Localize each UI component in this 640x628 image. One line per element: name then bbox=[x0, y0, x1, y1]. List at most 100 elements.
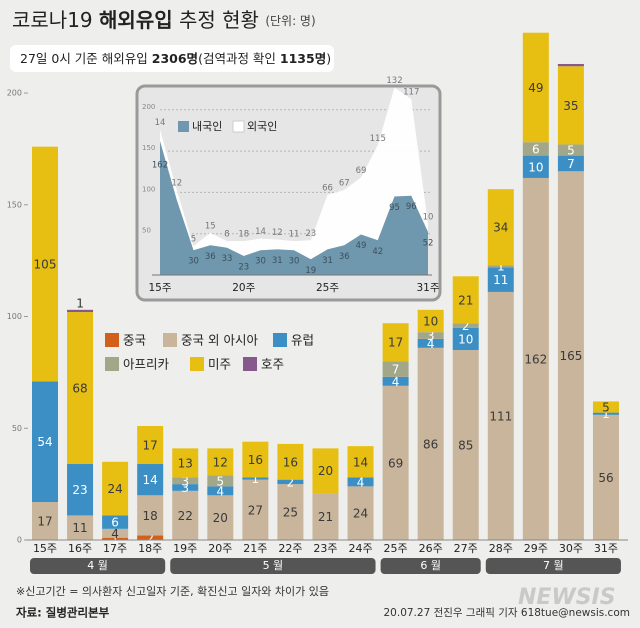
bar-segment bbox=[102, 528, 129, 538]
value-label: 31 bbox=[272, 256, 283, 266]
value-label: 8 bbox=[224, 230, 229, 240]
bar-segment bbox=[137, 426, 164, 465]
legend-swatch bbox=[232, 120, 245, 133]
subtitle-box bbox=[10, 45, 334, 72]
bar-segment bbox=[172, 484, 199, 491]
bar-segment bbox=[452, 327, 479, 351]
month-band bbox=[170, 558, 376, 574]
month-band bbox=[485, 558, 621, 574]
bar-segment bbox=[487, 265, 514, 268]
value-label: 115 bbox=[370, 134, 386, 144]
value-label: 1 bbox=[76, 296, 84, 310]
x-tick-label: 31주 bbox=[416, 282, 439, 294]
legend-label: 내국인 bbox=[192, 120, 222, 133]
value-label: 18 bbox=[238, 230, 249, 240]
value-label: 16 bbox=[283, 455, 298, 469]
bar-segment bbox=[67, 515, 94, 540]
x-tick-label: 29주 bbox=[524, 542, 548, 555]
value-label: 10 bbox=[423, 314, 438, 328]
value-label: 49 bbox=[528, 81, 543, 95]
value-label: 2 bbox=[462, 319, 470, 333]
legend-label: 외국인 bbox=[247, 120, 277, 133]
value-label: 105 bbox=[34, 258, 57, 272]
bar-segment bbox=[312, 493, 339, 540]
value-label: 20 bbox=[318, 464, 333, 478]
value-label: 6 bbox=[111, 516, 119, 530]
value-label: 20 bbox=[213, 511, 228, 525]
value-label: 69 bbox=[356, 166, 367, 176]
value-label: 27 bbox=[248, 503, 263, 517]
month-band bbox=[380, 558, 481, 574]
bar-segment bbox=[67, 309, 94, 313]
value-label: 12 bbox=[213, 455, 228, 469]
bar-segment bbox=[102, 515, 129, 529]
bar-segment bbox=[487, 291, 514, 540]
x-tick-label: 20주 bbox=[208, 542, 232, 555]
month-label: 5 월 bbox=[263, 559, 284, 572]
bar-segment bbox=[557, 171, 584, 540]
bar-segment bbox=[347, 486, 374, 540]
bar-segment bbox=[67, 312, 94, 465]
bar-segment bbox=[452, 350, 479, 540]
bar-segment bbox=[382, 323, 409, 362]
value-label: 5 bbox=[191, 235, 196, 245]
value-label: 21 bbox=[318, 510, 333, 524]
x-tick-label: 19주 bbox=[173, 542, 197, 555]
value-label: 17 bbox=[388, 336, 403, 350]
y-tick-label: 50 bbox=[142, 227, 151, 235]
bar-segment bbox=[207, 448, 234, 476]
value-label: 96 bbox=[406, 202, 417, 212]
value-label: 54 bbox=[37, 435, 52, 449]
value-label: 52 bbox=[423, 239, 434, 249]
bar-segment bbox=[522, 142, 549, 156]
bar-segment bbox=[172, 448, 199, 478]
value-label: 19 bbox=[305, 266, 316, 276]
value-label: 5 bbox=[216, 474, 224, 488]
bar-segment bbox=[277, 443, 304, 480]
area bbox=[160, 87, 428, 260]
x-tick-label: 25주 bbox=[384, 542, 408, 555]
subtitle-bold: 1135명 bbox=[280, 51, 326, 66]
bar-segment bbox=[382, 361, 409, 377]
value-label: 56 bbox=[598, 471, 613, 485]
legend-label: 유럽 bbox=[291, 333, 314, 348]
value-label: 4 bbox=[216, 484, 224, 498]
value-label: 24 bbox=[107, 482, 122, 496]
value-label: 14 bbox=[353, 455, 368, 469]
bar-segment bbox=[242, 477, 269, 480]
bar-segment bbox=[137, 464, 164, 496]
x-tick-label: 30주 bbox=[559, 542, 583, 555]
value-label: 25 bbox=[283, 506, 298, 520]
bar-segment bbox=[172, 490, 199, 540]
value-label: 111 bbox=[489, 409, 512, 423]
value-label: 7 bbox=[392, 363, 400, 377]
legend-swatch bbox=[163, 333, 177, 347]
bar-segment bbox=[32, 381, 58, 503]
value-label: 18 bbox=[143, 509, 158, 523]
value-label: 12 bbox=[171, 178, 182, 188]
value-label: 4 bbox=[392, 375, 400, 389]
legend-label: 중국 bbox=[123, 333, 146, 348]
x-tick-label: 15주 bbox=[33, 542, 57, 555]
x-tick-label: 31주 bbox=[594, 542, 618, 555]
title-bold: 해외유입 bbox=[99, 8, 173, 32]
area bbox=[160, 141, 428, 275]
bar-segment bbox=[172, 477, 199, 485]
value-label: 17 bbox=[37, 515, 52, 529]
value-label: 162 bbox=[152, 161, 168, 171]
value-label: 68 bbox=[72, 382, 87, 396]
value-label: 33 bbox=[222, 254, 233, 264]
value-label: 31 bbox=[322, 256, 333, 266]
legend-swatch bbox=[105, 333, 119, 347]
bar-segment bbox=[207, 475, 234, 487]
value-label: 49 bbox=[356, 241, 367, 251]
value-label: 14 bbox=[255, 227, 266, 237]
value-label: 3 bbox=[181, 481, 189, 495]
bar-segment bbox=[67, 464, 94, 516]
bar-segment bbox=[487, 267, 514, 292]
value-label: 21 bbox=[458, 293, 473, 307]
bar-segment bbox=[417, 347, 444, 540]
bar-segment bbox=[347, 477, 374, 487]
month-label: 4 월 bbox=[87, 559, 108, 572]
y-tick-label: 100 bbox=[7, 312, 22, 321]
